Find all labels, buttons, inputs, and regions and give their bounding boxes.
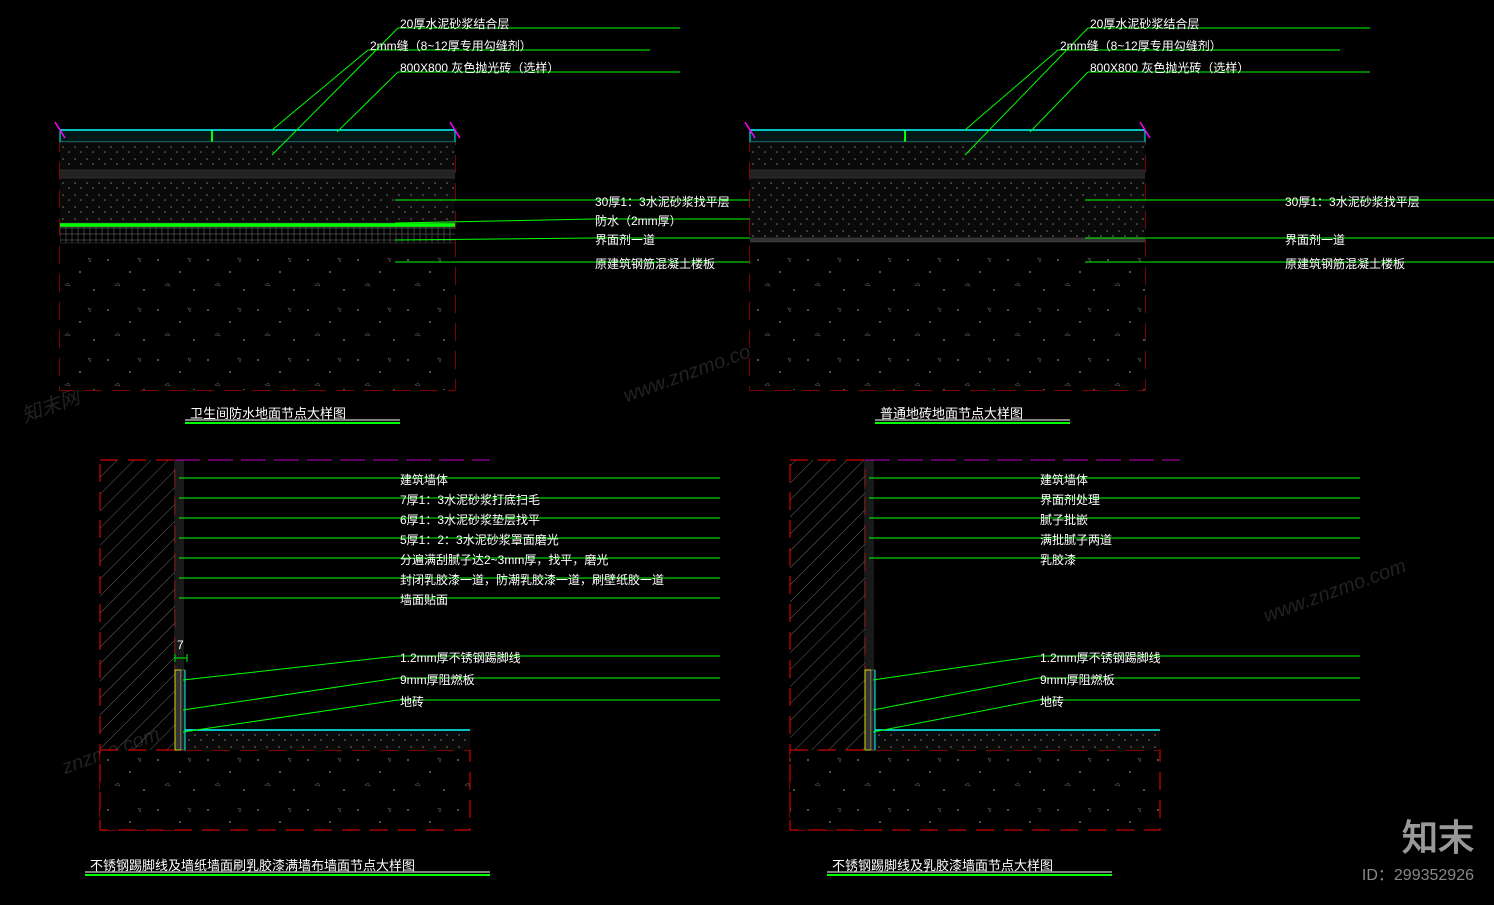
brand-logo: 知末 ID：299352926 <box>1362 809 1474 885</box>
callout-label: 9mm厚阻燃板 <box>1040 671 1115 688</box>
callout-label: 地砖 <box>400 693 424 710</box>
callout-label: 6厚1：3水泥砂浆垫层找平 <box>400 511 540 528</box>
callout-label: 2mm缝（8~12厚专用勾缝剂） <box>1060 37 1222 54</box>
callout-label: 30厚1：3水泥砂浆找平层 <box>1285 193 1420 210</box>
section-title: 卫生间防水地面节点大样图 <box>190 403 346 422</box>
callout-label: 界面剂一道 <box>595 231 655 248</box>
callout-label: 封闭乳胶漆一道，防潮乳胶漆一道，刷壁纸胶一道 <box>400 571 664 588</box>
brand-id: ID：299352926 <box>1362 861 1474 885</box>
callout-label: 满批腻子两道 <box>1040 531 1112 548</box>
callout-label: 1.2mm厚不锈钢踢脚线 <box>400 649 521 666</box>
callout-label: 乳胶漆 <box>1040 551 1076 568</box>
callout-label: 5厚1：2：3水泥砂浆罩面磨光 <box>400 531 559 548</box>
cad-drawing <box>0 0 1494 905</box>
section-title: 普通地砖地面节点大样图 <box>880 403 1023 422</box>
callout-label: 30厚1：3水泥砂浆找平层 <box>595 193 730 210</box>
callout-label: 7厚1：3水泥砂浆打底扫毛 <box>400 491 540 508</box>
callout-label: 建筑墙体 <box>1040 471 1088 488</box>
callout-label: 界面剂一道 <box>1285 231 1345 248</box>
callout-label: 20厚水泥砂浆结合层 <box>1090 15 1199 32</box>
callout-label: 2mm缝（8~12厚专用勾缝剂） <box>370 37 532 54</box>
callout-label: 原建筑钢筋混凝土楼板 <box>1285 255 1405 272</box>
section-title: 不锈钢踢脚线及墙纸墙面刷乳胶漆满墙布墙面节点大样图 <box>90 855 415 874</box>
callout-label: 800X800 灰色抛光砖（选样） <box>1090 59 1249 76</box>
dim-label: 7 <box>177 638 184 652</box>
callout-label: 1.2mm厚不锈钢踢脚线 <box>1040 649 1161 666</box>
callout-label: 800X800 灰色抛光砖（选样） <box>400 59 559 76</box>
brand-name: 知末 <box>1362 809 1474 861</box>
callout-label: 分遍满刮腻子达2~3mm厚，找平，磨光 <box>400 551 608 568</box>
callout-label: 9mm厚阻燃板 <box>400 671 475 688</box>
callout-label: 建筑墙体 <box>400 471 448 488</box>
callout-label: 地砖 <box>1040 693 1064 710</box>
callout-label: 原建筑钢筋混凝土楼板 <box>595 255 715 272</box>
callout-label: 界面剂处理 <box>1040 491 1100 508</box>
section-title: 不锈钢踢脚线及乳胶漆墙面节点大样图 <box>832 855 1053 874</box>
callout-label: 腻子批嵌 <box>1040 511 1088 528</box>
callout-label: 防水（2mm厚） <box>595 212 682 229</box>
callout-label: 20厚水泥砂浆结合层 <box>400 15 509 32</box>
callout-label: 墙面贴面 <box>400 591 448 608</box>
